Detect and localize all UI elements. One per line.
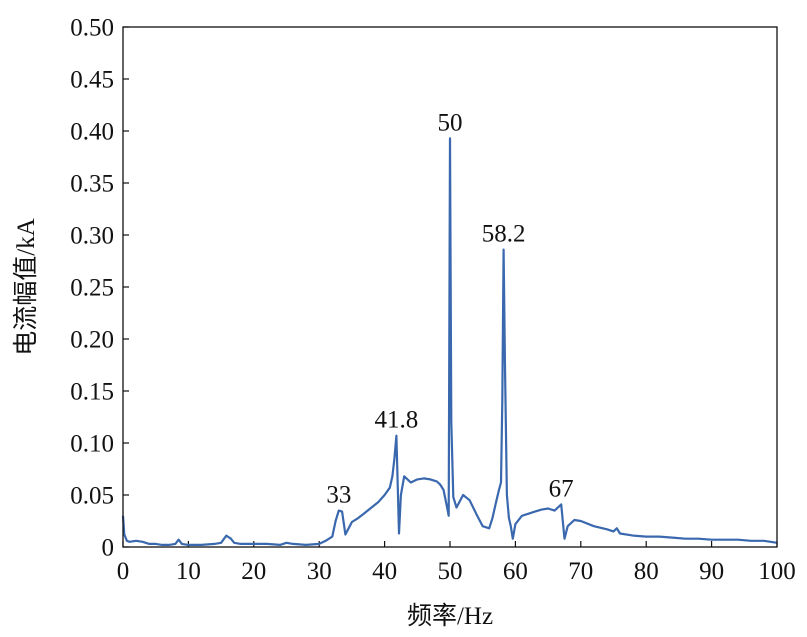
x-tick-label: 40 [372,558,397,585]
x-tick-label: 100 [758,558,796,585]
x-tick-label: 90 [699,558,724,585]
y-tick-label: 0.50 [70,15,114,42]
y-tick-label: 0.30 [70,223,114,250]
y-tick-label: 0.05 [70,483,114,510]
series-line [121,137,778,546]
x-tick-label: 10 [176,558,201,585]
y-axis-title: 电流幅值/kA [12,218,40,356]
y-tick-label: 0 [102,535,115,562]
y-tick-label: 0.25 [70,275,114,302]
x-tick-label: 20 [241,558,266,585]
y-axis: 0 0.05 0.10 0.15 0.20 0.25 0.30 0.35 0.40 0.45 0.5… [70,15,129,562]
y-tick-label: 0.20 [70,327,114,354]
x-tick-label: 60 [503,558,528,585]
y-tick-label: 0.10 [70,431,114,458]
x-tick-label: 50 [438,558,463,585]
y-tick-label: 0.35 [70,171,114,198]
x-tick-label: 0 [117,558,130,585]
x-tick-label: 70 [568,558,593,585]
y-tick-label: 0.45 [70,67,114,94]
peak-label: 41.8 [374,407,418,434]
x-tick-label: 30 [307,558,332,585]
peak-label: 33 [326,482,351,509]
x-tick-label: 80 [634,558,659,585]
peak-label: 50 [438,109,463,136]
peak-label: 67 [549,475,574,502]
peak-label: 58.2 [482,221,526,248]
y-tick-label: 0.40 [70,119,114,146]
peak-annotations: 33 41.8 50 58.2 67 [326,109,573,508]
plot-frame [122,26,778,548]
x-axis: 0 10 20 30 40 50 60 70 80 90 100 [117,541,796,585]
y-tick-label: 0.15 [70,379,114,406]
x-axis-title: 频率/Hz [407,602,493,630]
